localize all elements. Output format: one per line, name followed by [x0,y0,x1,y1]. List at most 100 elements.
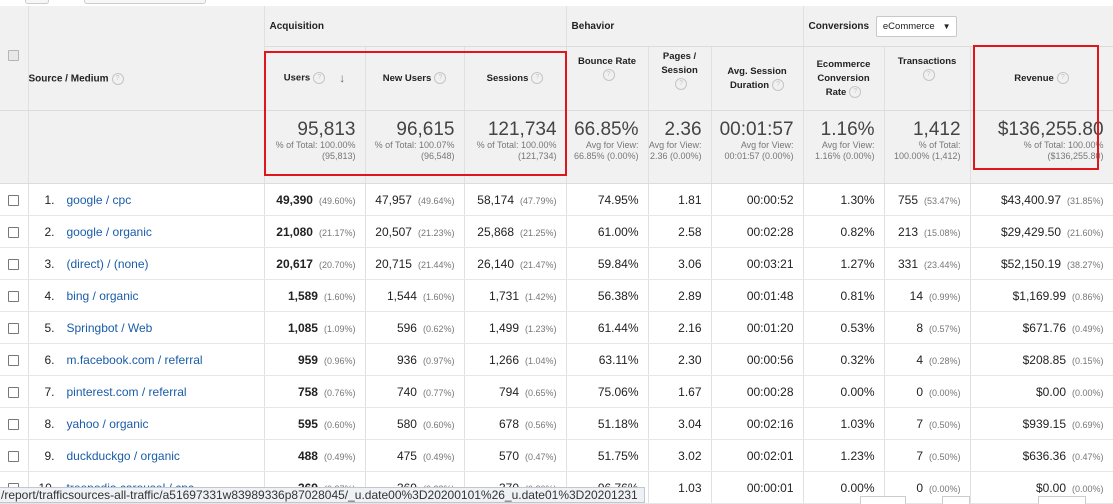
question-circle-icon[interactable]: ? [922,69,935,82]
question-circle-icon[interactable]: ? [602,69,615,82]
users-cell: 1,085 (1.09%) [264,311,366,344]
row-checkbox[interactable] [8,290,20,302]
trans-value: 14 [909,288,924,303]
trans-cell: 4 (0.28%) [884,343,971,376]
question-circle-icon[interactable]: ? [313,72,326,85]
source-medium-link[interactable]: m.facebook.com / referral [66,352,203,367]
revenue-value: $939.15 [1022,416,1067,431]
new-users-cell: 47,957 (49.64%) [365,183,465,216]
row-number: 6. [44,352,55,367]
sessions-cell: 1,731 (1.42%) [464,279,567,312]
source-medium-link[interactable]: google / cpc [66,192,132,207]
revenue-cell: $636.36 (0.47%) [970,439,1113,472]
row-checkbox[interactable] [8,418,20,430]
trans-percent: (0.00%) [929,483,961,494]
revenue-percent: (31.85%) [1067,195,1104,206]
question-circle-icon[interactable]: ? [772,78,785,91]
question-circle-icon[interactable]: ? [111,72,124,85]
source-medium-link[interactable]: (direct) / (none) [66,256,149,271]
trans-percent: (0.50%) [929,419,961,430]
question-circle-icon[interactable]: ? [849,85,862,98]
users-cell: 758 (0.76%) [264,375,366,408]
ecommerce-conversion-rate-header[interactable]: Ecommerce Conversion Rate? [803,46,885,111]
conversions-type-dropdown[interactable]: eCommerce ▼ [875,15,957,37]
revenue-value: $636.36 [1022,448,1067,463]
pages-value: 2.89 [678,288,702,303]
transactions-header[interactable]: Transactions? [884,46,971,111]
trans-value: 331 [897,256,918,271]
bounce-value: 74.95% [597,192,639,207]
users-percent: (21.17%) [318,227,356,238]
source-medium-link[interactable]: Springbot / Web [66,320,153,335]
pagination-control-fragment[interactable] [942,496,970,504]
question-circle-icon[interactable]: ? [675,78,688,91]
users-percent: (49.60%) [318,195,356,206]
new-users-value: 740 [396,384,417,399]
users-header[interactable]: Users? ↓ [264,46,366,111]
pagination-control-fragment[interactable] [860,496,906,504]
pages-session-header[interactable]: Pages / Session? [648,46,712,111]
sessions-cell: 678 (0.56%) [464,407,567,440]
new-users-header[interactable]: New Users? [365,46,465,111]
source-medium-link[interactable]: yahoo / organic [66,416,149,431]
source-medium-link[interactable]: pinterest.com / referral [66,384,187,399]
top-control-fragment[interactable] [25,0,49,4]
row-checkbox[interactable] [8,386,20,398]
new-users-value: 20,507 [375,224,412,239]
sessions-percent: (0.56%) [525,419,557,430]
pages-value: 3.06 [678,256,702,271]
row-checkbox[interactable] [8,258,20,270]
row-checkbox[interactable] [8,354,20,366]
sort-descending-arrow-icon[interactable]: ↓ [339,71,346,86]
duration-cell: 00:01:48 [711,279,804,312]
revenue-percent: (21.60%) [1067,227,1104,238]
source-medium-header[interactable]: Source / Medium? [28,6,265,111]
sessions-cell: 1,499 (1.23%) [464,311,567,344]
source-medium-link[interactable]: google / organic [66,224,152,239]
ecommerce-conversion-rate-label: Ecommerce Conversion Rate [816,58,871,98]
revenue-cell: $208.85 (0.15%) [970,343,1113,376]
pages-cell: 1.03 [648,471,712,504]
source-medium-link[interactable]: duckduckgo / organic [66,448,180,463]
trans-percent: (0.00%) [929,387,961,398]
total-users-sub: % of Total: 100.00% (95,813) [275,140,356,161]
duration-cell: 00:00:52 [711,183,804,216]
users-percent: (0.60%) [323,419,356,430]
trans-value: 7 [916,448,924,463]
users-cell: 49,390 (49.60%) [264,183,366,216]
total-sessions-value: 121,734 [487,119,557,140]
sessions-header[interactable]: Sessions? [464,46,567,111]
total-users-cell: 95,813% of Total: 100.00% (95,813) [264,110,366,184]
new-users-cell: 20,507 (21.23%) [365,215,465,248]
total-duration-cell: 00:01:57 Avg for View: 00:01:57 (0.00%) [711,110,804,184]
revenue-header[interactable]: Revenue? [970,46,1113,111]
row-checkbox-cell [0,375,29,408]
select-all-checkbox[interactable] [8,50,20,62]
row-checkbox[interactable] [8,226,20,238]
pagination-control-fragment[interactable] [1038,496,1086,504]
question-circle-icon[interactable]: ? [1056,71,1069,84]
duration-value: 00:02:16 [746,416,794,431]
users-percent: (1.09%) [323,323,356,334]
source-medium-link[interactable]: bing / organic [66,288,139,303]
avg-session-duration-header[interactable]: Avg. Session Duration? [711,46,804,111]
question-circle-icon[interactable]: ? [531,71,544,84]
users-value: 1,085 [287,320,318,335]
sessions-value: 794 [498,384,520,399]
row-checkbox[interactable] [8,450,20,462]
top-control-fragment[interactable] [84,0,206,4]
row-checkbox[interactable] [8,322,20,334]
new-users-cell: 596 (0.62%) [365,311,465,344]
row-checkbox-cell [0,343,29,376]
total-sessions-cell: 121,734% of Total: 100.00% (121,734) [464,110,567,184]
bounce-rate-header[interactable]: Bounce Rate? [566,46,649,111]
total-conversion-rate-cell: 1.16% Avg for View: 1.16% (0.00%) [803,110,885,184]
revenue-percent: (0.49%) [1072,323,1104,334]
pages-value: 1.81 [678,192,702,207]
users-value: 21,080 [276,224,313,239]
pages-cell: 2.89 [648,279,712,312]
revenue-cell: $939.15 (0.69%) [970,407,1113,440]
pages-value: 2.30 [678,352,702,367]
row-checkbox[interactable] [8,194,20,206]
question-circle-icon[interactable]: ? [434,71,447,84]
